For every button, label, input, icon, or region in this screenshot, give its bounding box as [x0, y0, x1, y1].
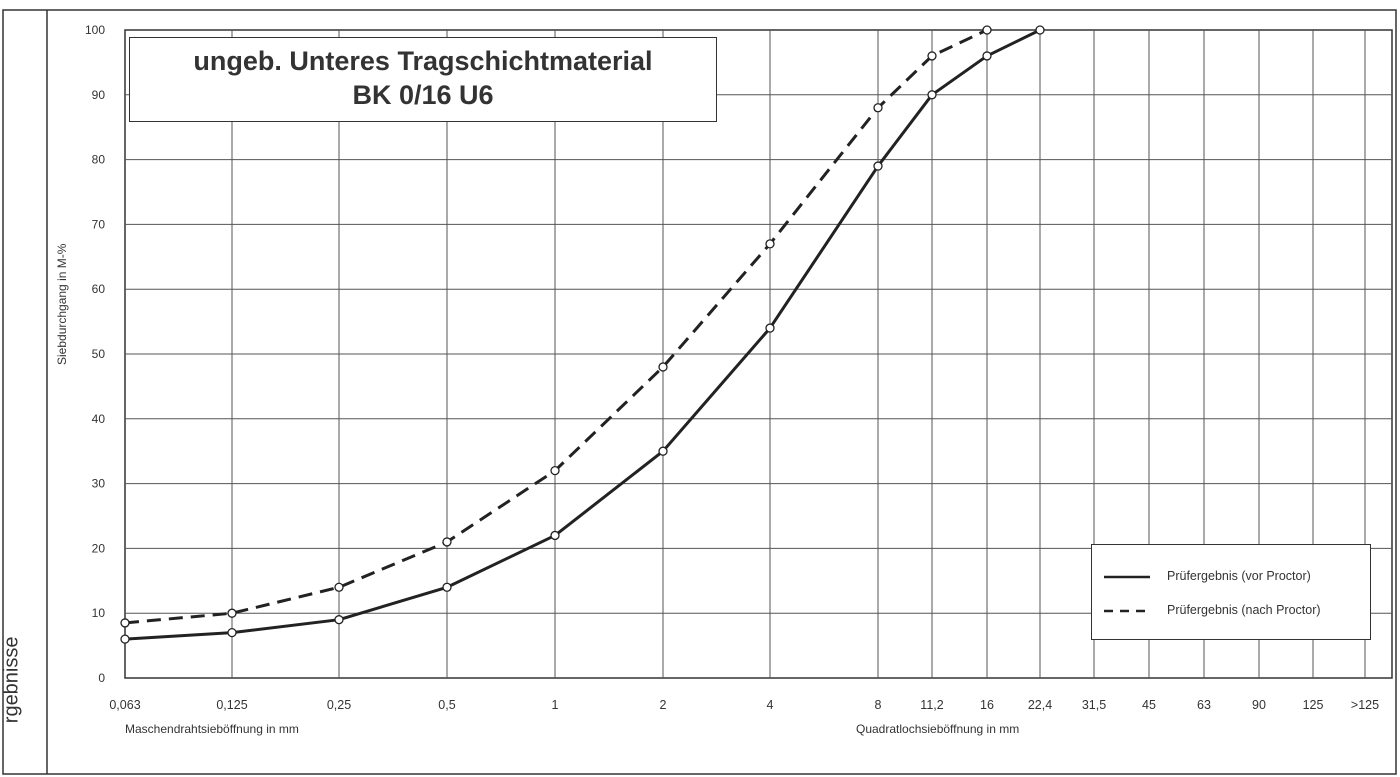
- y-tick-label: 100: [85, 23, 105, 37]
- data-point: [550, 530, 560, 541]
- x-axis-label-right: Quadratlochsieböffnung in mm: [856, 722, 1019, 736]
- data-point: [334, 615, 344, 625]
- legend-item-vor-proctor: Prüfergebnis (vor Proctor): [1092, 567, 1372, 587]
- data-point: [227, 608, 237, 618]
- data-point: [927, 51, 937, 61]
- data-point: [873, 103, 883, 113]
- x-tick-label: 11,2: [920, 698, 943, 712]
- data-point: [658, 362, 668, 372]
- data-point: [442, 582, 452, 592]
- legend-label-nach-proctor: Prüfergebnis (nach Proctor): [1167, 603, 1321, 617]
- x-tick-label: 4: [767, 698, 774, 712]
- data-point: [334, 582, 344, 592]
- y-tick-label: 20: [92, 541, 106, 555]
- y-tick-label: 40: [92, 412, 106, 426]
- y-tick-label: 80: [92, 153, 106, 167]
- series-line-1: [124, 28, 988, 625]
- data-point: [227, 627, 237, 638]
- chart-subtitle: BK 0/16 U6: [352, 80, 494, 110]
- x-tick-label: 0,063: [109, 698, 140, 712]
- data-point: [982, 51, 992, 61]
- series-layer: [120, 25, 1045, 644]
- x-ticks: 0,063 0,125 0,25 0,5 1 2 4 8 11,2 16 22,4 31,5 45 63 9…: [109, 698, 1379, 712]
- y-tick-label: 50: [92, 347, 106, 361]
- data-point: [550, 465, 560, 476]
- legend-label-vor-proctor: Prüfergebnis (vor Proctor): [1167, 569, 1311, 583]
- data-point: [442, 537, 452, 547]
- data-point: [927, 90, 937, 100]
- data-point: [120, 618, 130, 628]
- x-tick-label: 0,25: [327, 698, 351, 712]
- x-tick-label: 0,125: [216, 698, 247, 712]
- y-tick-label: 90: [92, 88, 106, 102]
- data-point: [765, 323, 775, 333]
- data-point: [1035, 25, 1045, 35]
- y-tick-label: 60: [92, 282, 106, 296]
- x-tick-label: 0,5: [438, 698, 455, 712]
- x-tick-label: 45: [1142, 698, 1156, 712]
- y-tick-label: 30: [92, 477, 106, 491]
- legend: Prüfergebnis (vor Proctor) Prüfergebnis …: [1091, 544, 1371, 640]
- y-ticks: 0 10 20 30 40 50 60 70 80 90 100: [85, 23, 105, 685]
- side-label: rgebnisse: [0, 636, 23, 724]
- x-tick-label: 125: [1303, 698, 1324, 712]
- y-tick-label: 10: [92, 606, 106, 620]
- x-tick-label: 16: [980, 698, 994, 712]
- x-tick-label: 22,4: [1028, 698, 1052, 712]
- data-point: [873, 161, 883, 171]
- chart-title-box: ungeb. Unteres Tragschichtmaterial BK 0/…: [129, 37, 717, 122]
- x-tick-label: 90: [1252, 698, 1266, 712]
- outer-border: [2, 9, 1397, 775]
- x-tick-label: 31,5: [1082, 698, 1106, 712]
- legend-item-nach-proctor: Prüfergebnis (nach Proctor): [1092, 601, 1372, 621]
- x-tick-label: >125: [1351, 698, 1379, 712]
- data-point: [765, 239, 775, 249]
- x-axis-label-left: Maschendrahtsieböffnung in mm: [125, 722, 299, 736]
- x-tick-label: 63: [1197, 698, 1211, 712]
- chart-title: ungeb. Unteres Tragschichtmaterial: [193, 46, 653, 76]
- data-point: [982, 25, 992, 35]
- x-tick-label: 1: [552, 698, 559, 712]
- x-tick-label: 8: [875, 698, 882, 712]
- y-axis-label: Siebdurchgang in M-%: [55, 243, 69, 365]
- y-tick-label: 70: [92, 217, 106, 231]
- y-tick-label: 0: [98, 671, 105, 685]
- x-tick-label: 2: [660, 698, 667, 712]
- data-point: [658, 446, 668, 456]
- data-point: [120, 634, 130, 644]
